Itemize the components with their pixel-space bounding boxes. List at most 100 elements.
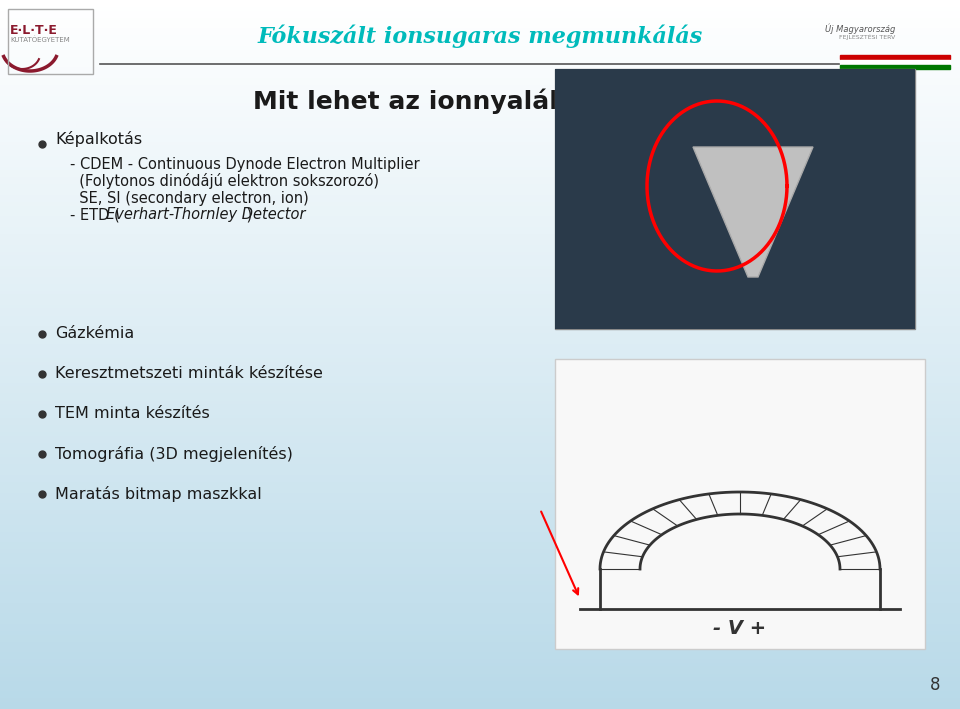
Bar: [0, 227, 960, 230]
Text: KUTATÓEGYETEM: KUTATÓEGYETEM: [10, 37, 70, 43]
Bar: [0, 475, 960, 479]
Bar: [0, 32, 960, 35]
Bar: [0, 149, 960, 152]
Bar: [0, 206, 960, 209]
Bar: [0, 525, 960, 528]
Bar: [0, 624, 960, 627]
Bar: [0, 266, 960, 269]
Bar: [0, 301, 960, 305]
Text: Fókuszált ionsugaras megmunkálás: Fókuszált ionsugaras megmunkálás: [257, 24, 703, 48]
Bar: [0, 67, 960, 71]
Bar: [0, 39, 960, 43]
Bar: [0, 613, 960, 617]
Text: Tomográfia (3D megjelenítés): Tomográfia (3D megjelenítés): [55, 446, 293, 462]
Bar: [0, 443, 960, 447]
Bar: [0, 156, 960, 160]
Bar: [0, 432, 960, 436]
Bar: [0, 337, 960, 340]
Text: FEJLESZTÉSI TERV: FEJLESZTÉSI TERV: [839, 34, 895, 40]
Bar: [840, 65, 950, 69]
Bar: [0, 312, 960, 316]
Text: (Folytonos dinódájú elektron sokszorozó): (Folytonos dinódájú elektron sokszorozó): [70, 173, 379, 189]
Bar: [0, 482, 960, 486]
Bar: [0, 7, 960, 11]
Bar: [0, 57, 960, 60]
Bar: [0, 386, 960, 390]
Bar: [0, 627, 960, 631]
Bar: [0, 521, 960, 525]
Bar: [0, 280, 960, 284]
Bar: [0, 50, 960, 53]
Bar: [0, 316, 960, 319]
Bar: [0, 323, 960, 326]
Bar: [0, 422, 960, 425]
Bar: [0, 167, 960, 170]
Bar: [0, 369, 960, 372]
Bar: [0, 131, 960, 135]
Bar: [0, 326, 960, 330]
Bar: [0, 411, 960, 415]
Bar: [0, 220, 960, 223]
Bar: [0, 138, 960, 142]
Bar: [0, 4, 960, 7]
FancyBboxPatch shape: [555, 69, 915, 329]
Bar: [0, 298, 960, 301]
Bar: [0, 383, 960, 386]
Bar: [0, 542, 960, 546]
Text: ): ): [242, 208, 252, 223]
Bar: [0, 46, 960, 50]
Bar: [0, 291, 960, 294]
Bar: [0, 238, 960, 241]
Bar: [0, 28, 960, 32]
Bar: [0, 11, 960, 14]
Bar: [0, 340, 960, 344]
Text: - CDEM - Continuous Dynode Electron Multiplier: - CDEM - Continuous Dynode Electron Mult…: [70, 157, 420, 172]
Bar: [0, 71, 960, 74]
Bar: [555, 359, 925, 649]
Bar: [0, 461, 960, 464]
Bar: [0, 230, 960, 234]
Bar: [0, 408, 960, 411]
Bar: [0, 121, 960, 124]
Bar: [0, 404, 960, 408]
Bar: [0, 603, 960, 606]
Bar: [0, 53, 960, 57]
Bar: [0, 684, 960, 688]
Bar: [0, 124, 960, 128]
Bar: [0, 82, 960, 85]
Text: SE, SI (secondary electron, ion): SE, SI (secondary electron, ion): [70, 191, 309, 206]
Bar: [0, 262, 960, 266]
Bar: [0, 351, 960, 354]
Bar: [0, 670, 960, 674]
Bar: [0, 493, 960, 496]
Text: TEM minta készítés: TEM minta készítés: [55, 406, 209, 421]
Bar: [0, 606, 960, 610]
Bar: [0, 21, 960, 25]
Text: - V +: - V +: [713, 619, 767, 638]
Bar: [0, 599, 960, 603]
Bar: [0, 578, 960, 581]
Bar: [0, 184, 960, 188]
Bar: [0, 216, 960, 220]
Bar: [0, 549, 960, 553]
Bar: [0, 596, 960, 599]
Text: Keresztmetszeti minták készítése: Keresztmetszeti minták készítése: [55, 367, 323, 381]
Bar: [0, 681, 960, 684]
Bar: [0, 560, 960, 564]
Bar: [0, 581, 960, 585]
Bar: [0, 245, 960, 248]
Bar: [0, 471, 960, 475]
Bar: [0, 457, 960, 461]
Bar: [0, 92, 960, 96]
Bar: [0, 666, 960, 670]
Bar: [0, 691, 960, 695]
Bar: [0, 500, 960, 503]
Bar: [0, 181, 960, 184]
Bar: [0, 390, 960, 393]
Bar: [0, 287, 960, 291]
Bar: [0, 195, 960, 199]
Bar: [0, 78, 960, 82]
Bar: [0, 96, 960, 99]
Bar: [0, 702, 960, 705]
Bar: [0, 110, 960, 113]
